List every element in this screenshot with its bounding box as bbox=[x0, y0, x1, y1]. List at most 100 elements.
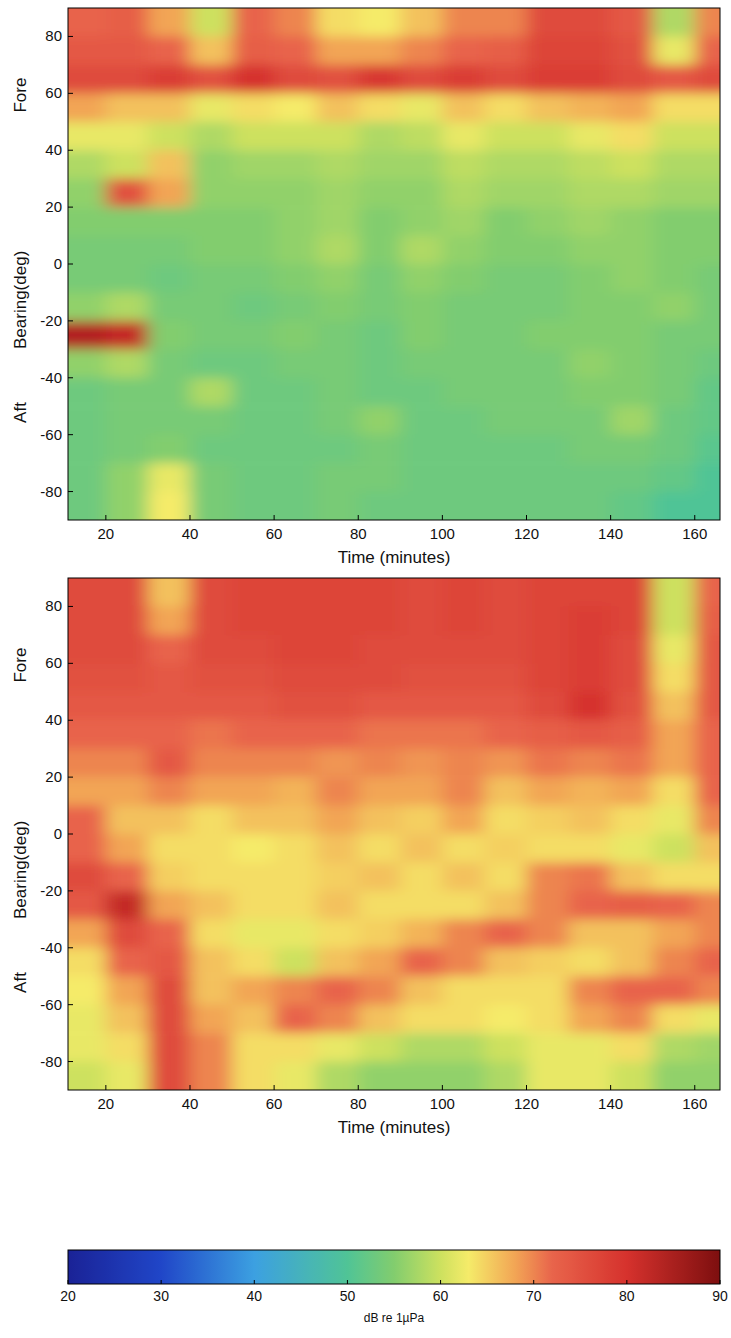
cell bbox=[232, 264, 275, 293]
cell bbox=[527, 720, 570, 749]
cell bbox=[274, 862, 317, 891]
cell bbox=[484, 93, 527, 122]
cell bbox=[484, 236, 527, 265]
cell bbox=[274, 65, 317, 94]
y-tick-label: 80 bbox=[45, 597, 62, 614]
cell bbox=[148, 65, 191, 94]
cell bbox=[232, 1062, 275, 1090]
cell bbox=[653, 806, 696, 835]
cell bbox=[274, 179, 317, 208]
cell bbox=[274, 749, 317, 778]
cell bbox=[527, 36, 570, 65]
y-tick bbox=[68, 320, 73, 321]
cell bbox=[611, 976, 654, 1005]
cell bbox=[316, 1033, 359, 1062]
cell bbox=[68, 749, 106, 778]
cell bbox=[653, 292, 696, 321]
cell bbox=[400, 150, 443, 179]
cell bbox=[190, 36, 233, 65]
cell bbox=[316, 463, 359, 492]
cell bbox=[232, 692, 275, 721]
cell bbox=[527, 919, 570, 948]
cell bbox=[232, 207, 275, 236]
cell bbox=[148, 948, 191, 977]
cell bbox=[400, 777, 443, 806]
cell bbox=[358, 749, 401, 778]
cell bbox=[358, 378, 401, 407]
cell bbox=[190, 891, 233, 920]
cell bbox=[569, 65, 612, 94]
cell bbox=[358, 435, 401, 464]
cell bbox=[148, 378, 191, 407]
cell bbox=[274, 606, 317, 635]
cell bbox=[484, 8, 527, 37]
cell bbox=[316, 777, 359, 806]
cell bbox=[316, 264, 359, 293]
cell bbox=[106, 919, 149, 948]
cell bbox=[527, 179, 570, 208]
cell bbox=[400, 1005, 443, 1034]
cell bbox=[358, 891, 401, 920]
cell bbox=[148, 720, 191, 749]
cells bbox=[68, 578, 720, 1090]
cell bbox=[316, 236, 359, 265]
cell bbox=[316, 1062, 359, 1090]
x-tick bbox=[442, 1085, 443, 1090]
cell bbox=[400, 1062, 443, 1090]
cell bbox=[68, 463, 106, 492]
cell bbox=[106, 834, 149, 863]
cell bbox=[190, 919, 233, 948]
y-tick-label: 80 bbox=[45, 27, 62, 44]
cell bbox=[316, 65, 359, 94]
cell bbox=[695, 435, 720, 464]
cell bbox=[106, 435, 149, 464]
cell bbox=[484, 65, 527, 94]
cell bbox=[695, 635, 720, 664]
cell bbox=[695, 1005, 720, 1034]
cell bbox=[106, 463, 149, 492]
axis-annotation: Aft bbox=[11, 972, 30, 993]
plot-area bbox=[68, 578, 720, 1090]
cell bbox=[358, 862, 401, 891]
cell bbox=[527, 749, 570, 778]
cell bbox=[442, 862, 485, 891]
cell bbox=[484, 578, 527, 607]
cell bbox=[695, 891, 720, 920]
cell bbox=[68, 834, 106, 863]
cell bbox=[148, 349, 191, 378]
cell bbox=[106, 236, 149, 265]
cell bbox=[190, 635, 233, 664]
x-tick-label: 100 bbox=[430, 1095, 455, 1112]
cell bbox=[442, 948, 485, 977]
cell bbox=[68, 264, 106, 293]
cell bbox=[106, 1062, 149, 1090]
cell bbox=[232, 122, 275, 151]
cell bbox=[274, 1033, 317, 1062]
cell bbox=[106, 635, 149, 664]
cell bbox=[358, 834, 401, 863]
y-tick bbox=[68, 890, 73, 891]
cell bbox=[316, 692, 359, 721]
cell bbox=[106, 663, 149, 692]
y-tick-label: 60 bbox=[45, 654, 62, 671]
cell bbox=[316, 919, 359, 948]
y-tick-label: -80 bbox=[40, 1053, 62, 1070]
cell bbox=[484, 1033, 527, 1062]
cell bbox=[442, 976, 485, 1005]
cell bbox=[232, 93, 275, 122]
cell bbox=[569, 321, 612, 350]
x-tick-label: 80 bbox=[350, 1095, 367, 1112]
cell bbox=[148, 777, 191, 806]
cell bbox=[190, 976, 233, 1005]
cell bbox=[569, 236, 612, 265]
cell bbox=[68, 150, 106, 179]
cell bbox=[527, 777, 570, 806]
x-tick-label: 100 bbox=[430, 525, 455, 542]
cell bbox=[400, 122, 443, 151]
cell bbox=[611, 663, 654, 692]
cell bbox=[569, 122, 612, 151]
cell bbox=[106, 8, 149, 37]
cell bbox=[358, 406, 401, 435]
colorbar-label: dB re 1µPa bbox=[364, 1311, 425, 1325]
cell bbox=[274, 806, 317, 835]
